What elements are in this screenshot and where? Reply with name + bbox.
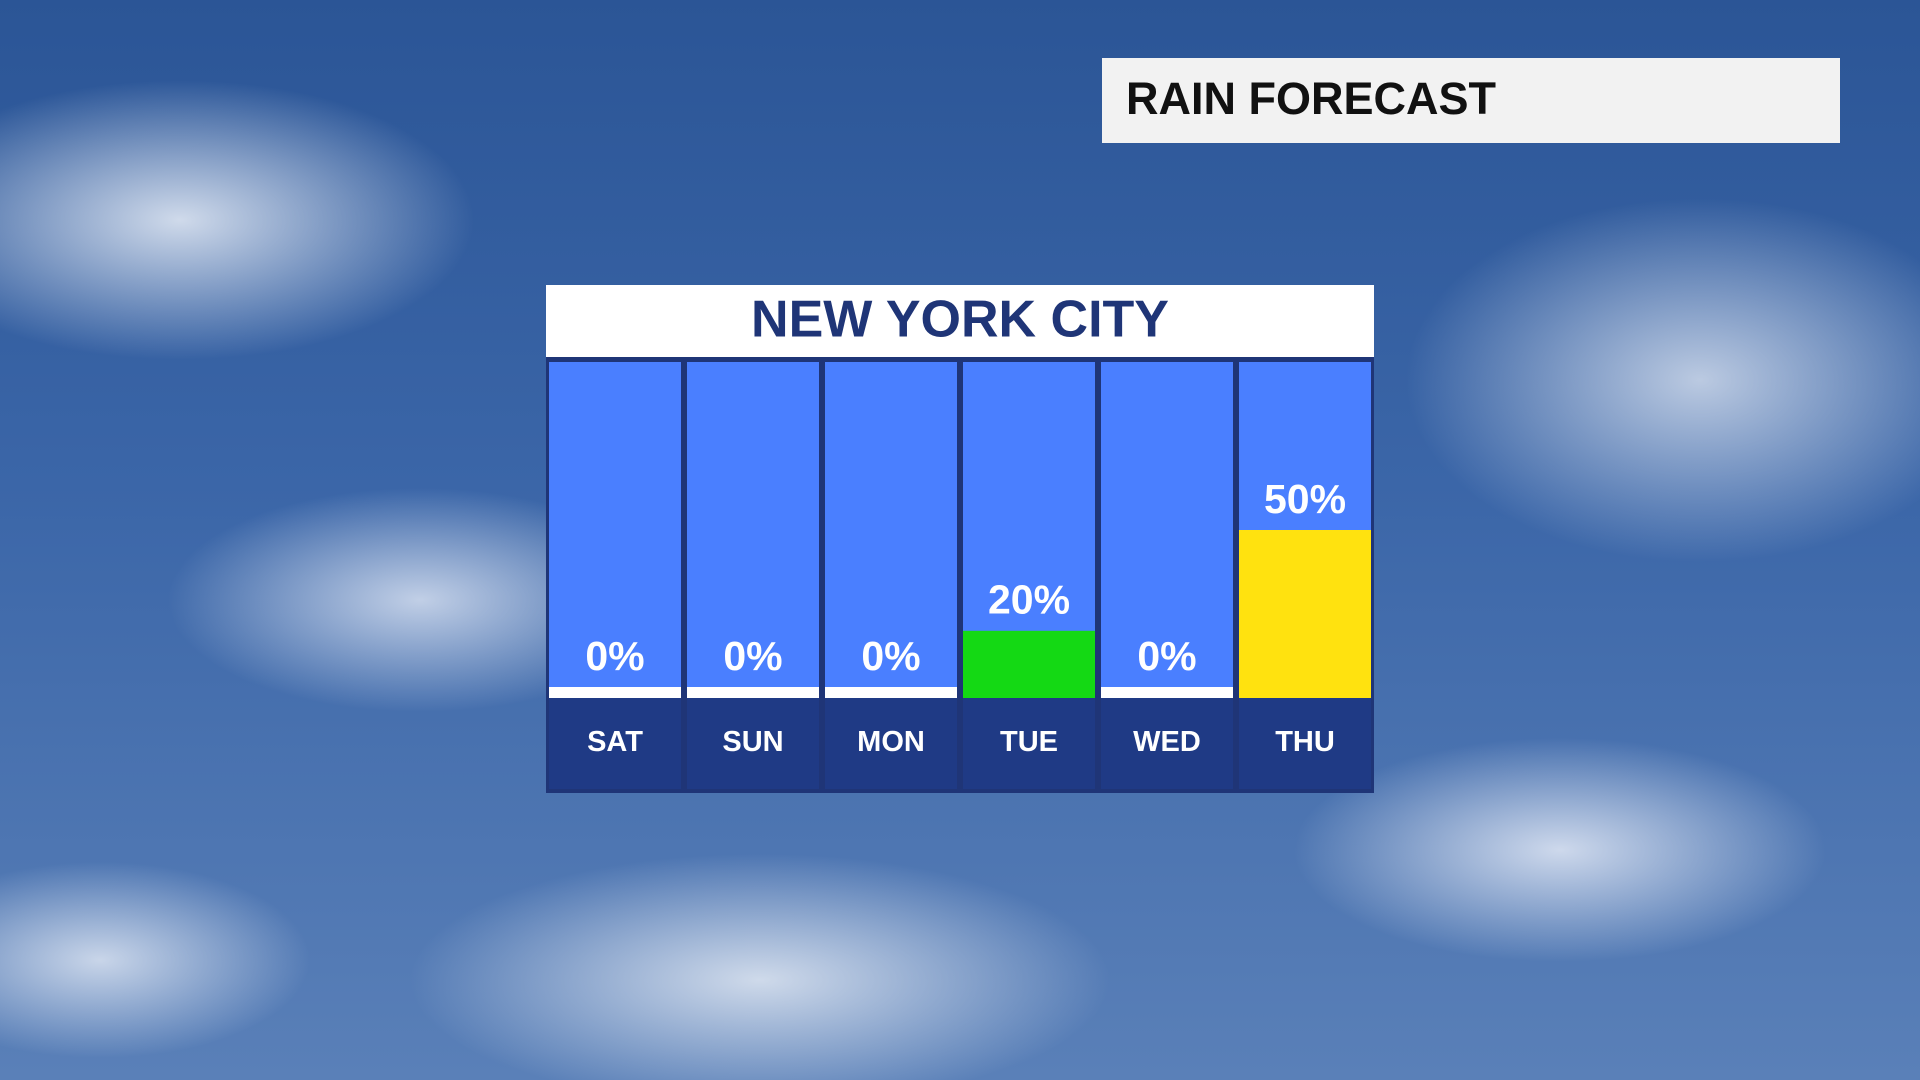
bar	[963, 630, 1095, 698]
value-label: 0%	[861, 633, 920, 679]
baseline-strip	[687, 687, 819, 698]
value-label: 0%	[723, 633, 782, 679]
day-box	[963, 698, 1095, 789]
column-bg	[1101, 362, 1233, 698]
baseline-strip	[549, 687, 681, 698]
day-box	[825, 698, 957, 789]
day-label: WED	[1133, 726, 1201, 758]
day-label: MON	[857, 726, 925, 758]
value-label: 20%	[988, 577, 1070, 623]
panel	[546, 357, 1374, 793]
day-label: SUN	[722, 726, 783, 758]
day-box	[1239, 698, 1371, 789]
chart-title-box	[546, 285, 1374, 357]
day-label: TUE	[1000, 726, 1058, 758]
header-box	[1102, 58, 1840, 143]
day-box	[1101, 698, 1233, 789]
header-title: RAIN FORECAST	[1126, 73, 1496, 124]
column-bg	[687, 362, 819, 698]
day-box	[549, 698, 681, 789]
value-label: 0%	[585, 633, 644, 679]
baseline-strip	[1101, 687, 1233, 698]
bar	[1239, 530, 1371, 698]
day-label: THU	[1275, 726, 1335, 758]
value-label: 50%	[1264, 476, 1346, 522]
baseline-strip	[825, 687, 957, 698]
column-bg	[825, 362, 957, 698]
day-box	[687, 698, 819, 789]
day-label: SAT	[587, 726, 643, 758]
chart-title: NEW YORK CITY	[751, 291, 1169, 349]
value-label: 0%	[1137, 633, 1196, 679]
column-bg	[549, 362, 681, 698]
